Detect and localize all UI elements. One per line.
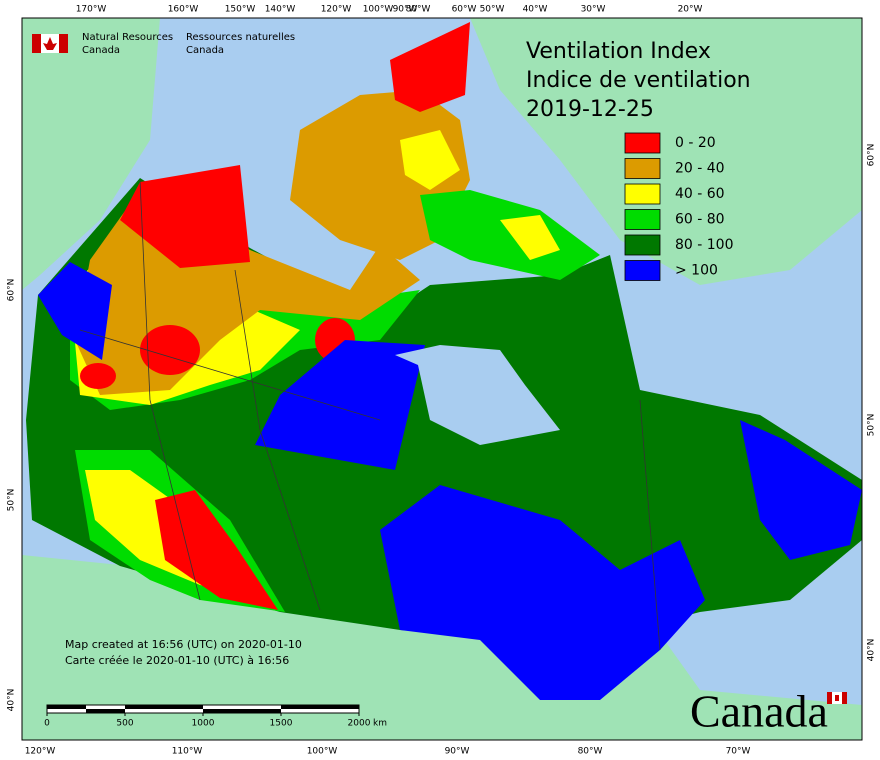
- greenland: [470, 18, 862, 285]
- legend-label: 80 - 100: [675, 237, 734, 253]
- legend-label: 60 - 80: [675, 212, 725, 228]
- east-blue: [740, 420, 862, 560]
- title-date: 2019-12-25: [526, 97, 654, 122]
- graticule-label: 50°W: [480, 5, 505, 15]
- red-spot: [80, 363, 116, 389]
- legend: 0 - 20 20 - 40 40 - 60 60 - 80 80 - 100 > 100: [624, 132, 734, 281]
- ellesmere-red: [390, 22, 470, 112]
- agency-fr: Ressources naturelles: [186, 32, 295, 43]
- legend-swatch: [624, 260, 661, 281]
- scale-tick-label: 0: [44, 719, 50, 729]
- graticule-label: 70°W: [726, 747, 751, 757]
- southwest-red: [155, 490, 278, 610]
- scale-bar: km 0 500 1000 1500 2000: [44, 704, 387, 729]
- graticule-label: 140°W: [265, 5, 296, 15]
- legend-label: 40 - 60: [675, 186, 725, 202]
- graticule-label: 160°W: [168, 5, 199, 15]
- south-blue: [380, 485, 705, 700]
- graticule-label: 80°W: [578, 747, 603, 757]
- scale-tick-label: 1500: [270, 719, 293, 729]
- graticule-label: 100°W: [363, 5, 394, 15]
- graticule-label: 120°W: [25, 747, 56, 757]
- border: [79, 329, 381, 421]
- scale-tick-label: 500: [116, 719, 133, 729]
- alaska: [22, 18, 160, 290]
- title-en: Ventilation Index: [526, 39, 711, 64]
- agency: Natural Resources Canada Ressources natu…: [32, 32, 295, 56]
- hudson-bay: [395, 345, 560, 445]
- title-fr: Indice de ventilation: [526, 68, 751, 93]
- graticule-label: 170°W: [76, 5, 107, 15]
- baffin-east-yellow: [500, 215, 560, 260]
- graticule-label: 150°W: [225, 5, 256, 15]
- baffin-green: [420, 190, 600, 280]
- graticule-label: 80°W: [406, 5, 431, 15]
- border: [234, 269, 321, 611]
- scale-unit: km: [373, 719, 387, 729]
- map-frame: [21, 17, 863, 741]
- wordmark: Canada: [690, 686, 847, 737]
- scale-tick-label: 1000: [192, 719, 215, 729]
- border: [139, 179, 201, 601]
- graticule-label: 60°N: [867, 144, 877, 167]
- graticule-label: 90°W: [445, 747, 470, 757]
- scale-tick-label: 2000: [348, 719, 371, 729]
- west-blue: [38, 262, 112, 360]
- graticule-label: 40°N: [867, 639, 877, 662]
- flag-bar: [59, 34, 68, 53]
- baffin-yellow: [400, 130, 460, 190]
- graticule-label: 60°W: [452, 5, 477, 15]
- agency-en: Natural Resources: [82, 32, 173, 43]
- graticule-label: 90°W: [393, 5, 418, 15]
- legend-label: > 100: [675, 263, 718, 279]
- flag-leaf: [835, 695, 839, 701]
- legend-swatch: [624, 234, 661, 256]
- legend-label: 20 - 40: [675, 161, 725, 177]
- province-borders: [79, 179, 661, 651]
- graticule-label: 40°N: [7, 689, 17, 712]
- basemap: [21, 17, 863, 741]
- flag-bar: [32, 34, 41, 53]
- scale-segment: [125, 705, 203, 709]
- legend-swatch: [624, 183, 661, 205]
- flag-leaf: [43, 37, 57, 50]
- legend-swatch: [624, 209, 661, 230]
- legend-swatch: [624, 132, 661, 154]
- graticule-label: 120°W: [321, 5, 352, 15]
- flag-bar: [842, 692, 847, 704]
- graticule-label: 100°W: [307, 747, 338, 757]
- scale-segment: [203, 709, 281, 713]
- north-red-zone: [120, 165, 250, 268]
- graticule-label: 60°N: [7, 279, 17, 302]
- graticule-label: 40°W: [523, 5, 548, 15]
- graticule-label: 50°N: [7, 489, 17, 512]
- canada-wordmark: Canada: [690, 686, 828, 737]
- flag-bar: [827, 692, 832, 704]
- scale-segment: [86, 709, 125, 713]
- graticule-label: 110°W: [172, 747, 203, 757]
- scale-segment: [47, 705, 86, 709]
- central-blue: [255, 340, 425, 470]
- graticule-label: 30°W: [581, 5, 606, 15]
- agency-en: Canada: [82, 45, 120, 56]
- agency-fr: Canada: [186, 45, 224, 56]
- red-spot: [140, 325, 200, 375]
- graticule-label: 20°W: [678, 5, 703, 15]
- legend-swatch: [624, 158, 661, 179]
- graticule-label: 50°N: [867, 414, 877, 437]
- border: [639, 399, 661, 651]
- credit-en: Map created at 16:56 (UTC) on 2020-01-10: [65, 638, 302, 651]
- credit-fr: Carte créée le 2020-01-10 (UTC) à 16:56: [65, 654, 289, 667]
- legend-label: 0 - 20: [675, 135, 716, 151]
- scale-segment: [281, 705, 359, 709]
